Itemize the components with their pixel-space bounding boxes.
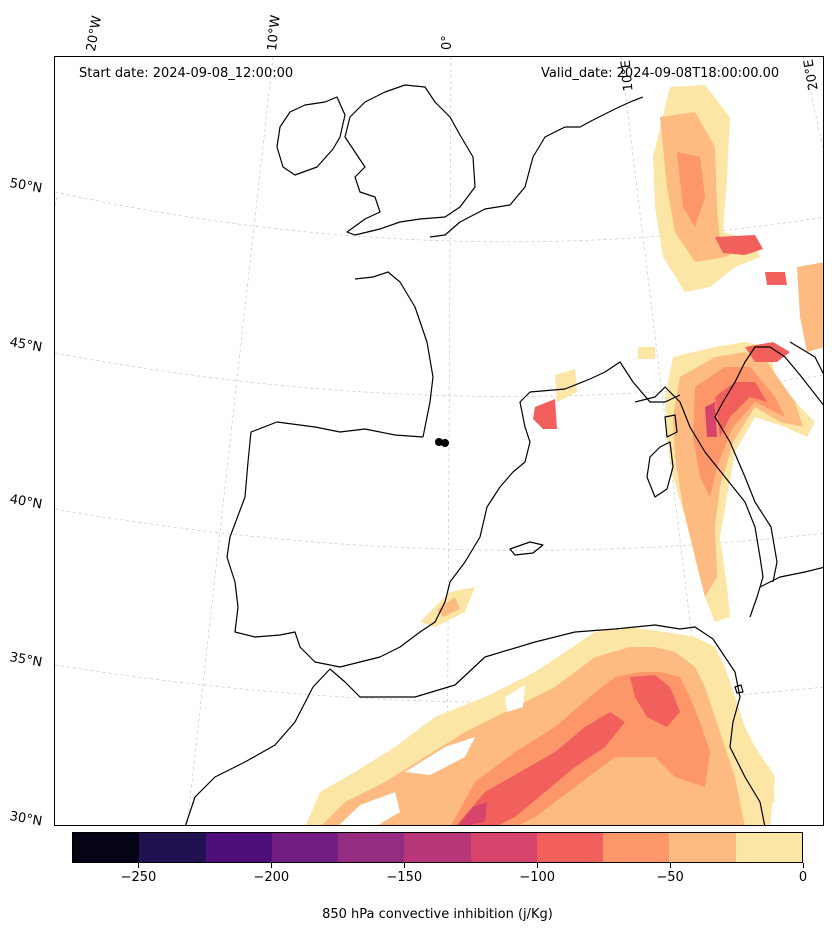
- cin-region-alps-east: [765, 272, 787, 285]
- cin-region-gulf-lion: [555, 369, 577, 402]
- coast-continent-north: [429, 96, 644, 238]
- cin-region-africa-deep: [458, 802, 487, 825]
- colorbar-segment: [73, 833, 140, 862]
- colorbar-tick-label: 0: [798, 870, 808, 885]
- colorbar-tick-label: −50: [656, 870, 684, 885]
- station-marker: [441, 439, 449, 447]
- colorbar-tick-label: −150: [386, 870, 423, 885]
- cin-region-italy-deep: [705, 402, 717, 437]
- lon-label-10e: 10°E: [618, 59, 637, 92]
- lat-label-40n: 40°N: [8, 492, 44, 513]
- start-date-label: Start date: 2024-09-08_12:00:00: [79, 66, 294, 81]
- map-panel: [54, 56, 824, 826]
- coast-italy: [634, 386, 764, 618]
- colorbar: [72, 832, 803, 863]
- lon-label-0: 0°: [440, 35, 455, 50]
- cin-region-gulf-lion-core: [533, 399, 557, 429]
- station-marker: [435, 438, 443, 446]
- colorbar-tick-label: −250: [120, 870, 157, 885]
- gridlines: [55, 57, 823, 825]
- colorbar-tick: [669, 863, 671, 868]
- lat-label-45n: 45°N: [8, 335, 44, 356]
- colorbar-tick: [536, 863, 538, 868]
- cin-region-east-edge: [797, 262, 823, 352]
- colorbar-tick: [403, 863, 405, 868]
- colorbar-segment: [536, 833, 604, 862]
- colorbar-segment: [338, 833, 405, 862]
- colorbar-tick-label: −100: [519, 870, 556, 885]
- valid-date-label: Valid_date: 2024-09-08T18:00:00.00: [541, 66, 780, 81]
- cin-gap-3: [505, 685, 525, 712]
- colorbar-tick: [270, 863, 272, 868]
- coast-france-west: [354, 271, 434, 438]
- colorbar-segment: [470, 833, 537, 862]
- coast-sardinia: [646, 441, 674, 498]
- coast-balkans: [789, 341, 823, 375]
- cin-gap-1: [339, 792, 400, 825]
- coast-mallorca: [509, 541, 544, 556]
- coast-great-britain: [344, 84, 476, 236]
- colorbar-tick-label: −200: [253, 870, 290, 885]
- cin-region-italy-inner: [715, 382, 767, 437]
- meridian-20w: [55, 196, 58, 208]
- colorbar-segment: [271, 833, 339, 862]
- colorbar-segment: [735, 833, 802, 862]
- colorbar-segment: [205, 833, 272, 862]
- lon-label-10w: 10°W: [265, 14, 284, 52]
- cin-region-alps: [715, 235, 763, 255]
- cin-region-central-europe-core: [677, 152, 705, 227]
- cin-field: [305, 85, 823, 825]
- colorbar-segment: [603, 833, 670, 862]
- coast-corsica: [664, 414, 678, 438]
- lat-label-50n: 50°N: [8, 176, 44, 197]
- coast-island-1: [734, 684, 744, 694]
- colorbar-label: 850 hPa convective inhibition (j/Kg): [322, 907, 553, 922]
- coast-ireland: [276, 96, 346, 176]
- colorbar-segment: [669, 833, 736, 862]
- station-markers: [435, 438, 449, 447]
- coast-italy-east: [714, 346, 823, 583]
- colorbar-segment: [404, 833, 471, 862]
- colorbar-tick: [137, 863, 139, 868]
- parallel-45n: [55, 352, 823, 397]
- lat-label-35n: 35°N: [8, 650, 44, 671]
- coast-sicily: [759, 566, 823, 588]
- coastlines: [185, 84, 823, 825]
- cin-region-africa-inner: [456, 712, 625, 825]
- cin-gap-2: [405, 737, 475, 775]
- meridian-0: [446, 57, 452, 825]
- lat-label-30n: 30°N: [8, 809, 44, 830]
- colorbar-tick: [802, 863, 804, 868]
- coast-bay-biscay: [226, 361, 681, 668]
- cin-region-africa-east: [630, 675, 680, 727]
- meridian-10w: [186, 57, 274, 825]
- cin-region-alboran-core: [437, 597, 460, 617]
- meridian-20e: [802, 57, 823, 150]
- lon-label-20w: 20°W: [84, 14, 106, 53]
- parallel-50n: [55, 191, 823, 243]
- colorbar-segment: [139, 833, 206, 862]
- map-canvas: [55, 57, 823, 825]
- coast-north-africa: [185, 624, 766, 825]
- cin-region-spot: [638, 347, 655, 359]
